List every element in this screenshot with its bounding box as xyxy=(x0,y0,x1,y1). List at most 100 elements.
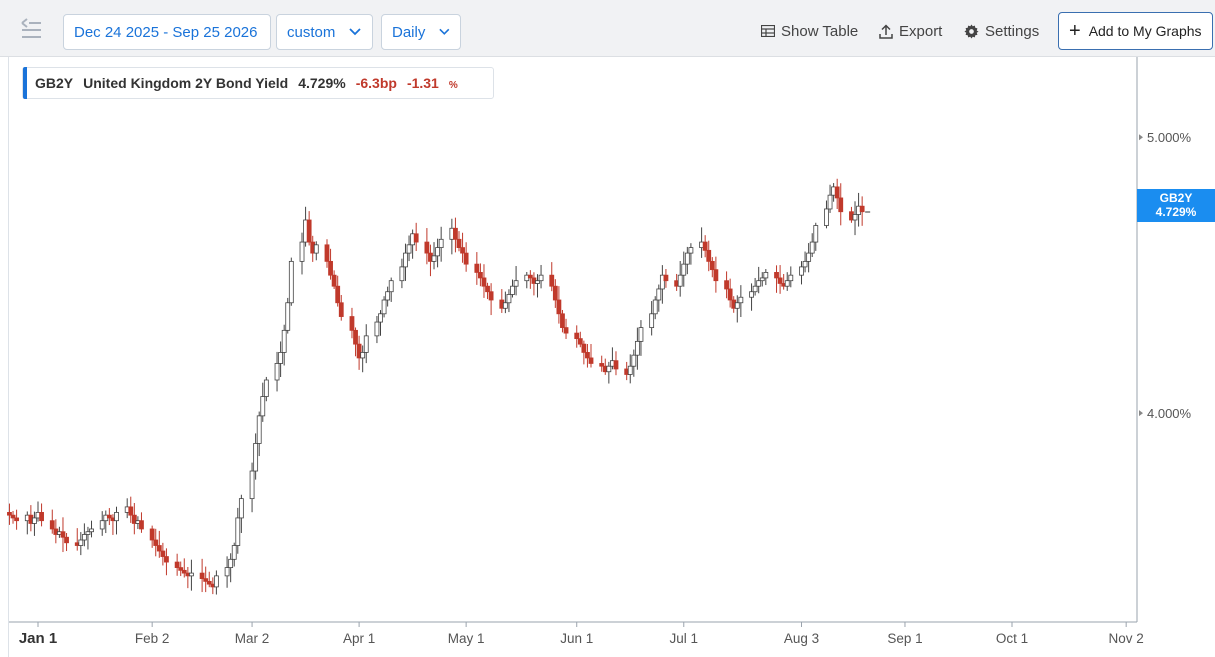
candle-body xyxy=(799,266,804,276)
candle xyxy=(178,561,184,577)
candle-body xyxy=(474,263,480,273)
settings-button[interactable]: Settings xyxy=(964,20,1039,42)
range-select[interactable]: custom xyxy=(276,14,373,50)
candle-body xyxy=(702,241,708,251)
y-tick-marker xyxy=(1139,410,1143,417)
candle-body xyxy=(85,531,91,535)
candle-body xyxy=(506,294,512,304)
candle xyxy=(335,275,341,307)
candle xyxy=(481,264,487,298)
candle-body xyxy=(652,299,658,315)
candle xyxy=(474,252,480,285)
candle xyxy=(813,222,819,251)
candle xyxy=(260,382,266,422)
candle xyxy=(510,279,515,298)
candle xyxy=(89,520,94,538)
candle xyxy=(688,243,694,265)
candle-body xyxy=(827,194,833,210)
candlestick-chart[interactable]: 5.000% 4.000% Jan 1 Feb 2 Mar 2 Apr 1 May 1 Jun… xyxy=(0,57,1215,657)
candle xyxy=(563,318,569,339)
candle-body xyxy=(263,379,269,397)
candle xyxy=(360,345,366,373)
candle-body xyxy=(335,285,341,304)
candle xyxy=(99,511,105,536)
candle xyxy=(238,494,244,533)
candle-body xyxy=(256,415,262,444)
show-table-button[interactable]: Show Table xyxy=(761,20,858,42)
candle xyxy=(278,341,284,378)
candle-body xyxy=(688,247,694,254)
candle-body xyxy=(81,534,87,541)
candle xyxy=(431,242,437,270)
candle-body xyxy=(627,365,633,375)
candle xyxy=(60,517,66,553)
candle xyxy=(313,241,319,261)
candle-body xyxy=(638,327,644,342)
candle-body xyxy=(502,302,508,309)
candle xyxy=(206,571,212,588)
legend-change-pct: -1.31% xyxy=(407,75,468,91)
candle-body xyxy=(32,517,37,524)
candle-body xyxy=(435,247,440,257)
candle-body xyxy=(385,291,391,301)
candle-body xyxy=(859,205,865,213)
candle xyxy=(724,271,729,299)
candle-body xyxy=(727,288,733,301)
candle-body xyxy=(563,327,569,334)
candle xyxy=(588,343,594,368)
add-to-my-graphs-button[interactable]: + Add to My Graphs xyxy=(1058,12,1213,50)
candle-body xyxy=(406,244,412,254)
candle xyxy=(788,266,794,288)
candle xyxy=(638,320,644,356)
show-table-label: Show Table xyxy=(781,22,859,40)
export-label: Export xyxy=(899,22,943,40)
candle-body xyxy=(485,285,490,293)
axes-group: 5.000% 4.000% Jan 1 Feb 2 Mar 2 Apr 1 May 1 Jun… xyxy=(9,57,1192,647)
candle-body xyxy=(613,360,619,370)
legend-change: -6.3bp xyxy=(355,75,397,91)
candle xyxy=(64,532,69,552)
candle xyxy=(859,196,865,226)
candle-body xyxy=(663,274,669,282)
candle-body xyxy=(713,269,719,282)
candle xyxy=(706,240,712,272)
frequency-select[interactable]: Daily xyxy=(381,14,461,50)
x-tick-label: Jul 1 xyxy=(669,631,698,646)
candle xyxy=(388,277,394,302)
date-range-picker[interactable]: Dec 24 2025 - Sep 25 2026 xyxy=(63,14,271,50)
gear-icon xyxy=(964,23,979,39)
candle xyxy=(756,266,762,294)
menu-button[interactable] xyxy=(18,16,48,44)
candle-body xyxy=(834,186,840,199)
candle-body xyxy=(463,252,469,265)
candle-body xyxy=(560,313,565,328)
last-price-value: 4.729% xyxy=(1155,205,1197,219)
candle xyxy=(274,351,280,392)
candle xyxy=(306,211,312,246)
candle-body xyxy=(49,520,55,530)
candle-body xyxy=(189,572,194,577)
candle-body xyxy=(513,280,519,287)
candle xyxy=(738,285,744,317)
candle-body xyxy=(260,396,266,417)
candle xyxy=(677,260,683,297)
candle-body xyxy=(631,354,637,367)
candle-body xyxy=(706,249,712,262)
candle-body xyxy=(431,255,437,262)
candle-body xyxy=(599,363,605,367)
candle xyxy=(581,340,587,365)
candle xyxy=(574,325,580,348)
candle-body xyxy=(734,302,740,309)
candle xyxy=(114,506,119,535)
candle-body xyxy=(649,313,655,328)
export-button[interactable]: Export xyxy=(879,20,942,42)
candle xyxy=(181,558,187,578)
candle-body xyxy=(106,514,112,519)
candle xyxy=(413,222,419,252)
candle xyxy=(463,242,469,272)
candle xyxy=(263,376,269,402)
candle xyxy=(485,282,490,300)
candle xyxy=(174,553,180,576)
candle-body xyxy=(824,208,829,226)
candle xyxy=(299,232,305,275)
